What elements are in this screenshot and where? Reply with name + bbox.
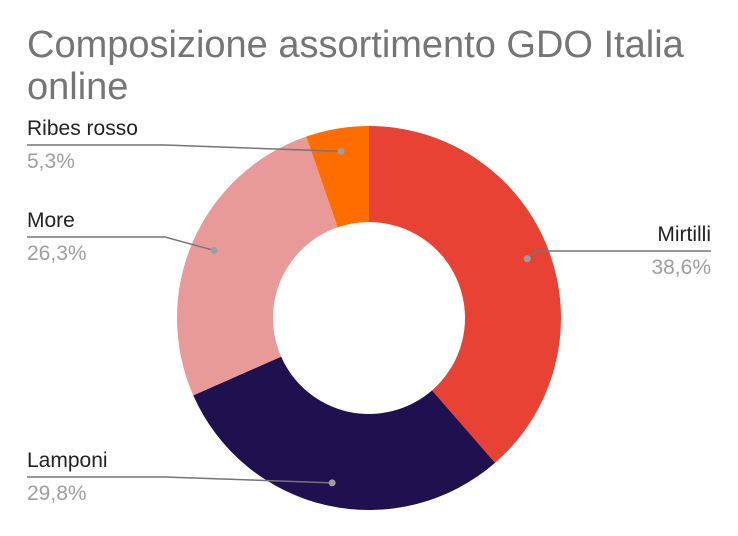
leader-lines-group [27, 144, 711, 487]
slice-label-lamponi: Lamponi [27, 449, 108, 472]
leader-dot-lamponi [328, 479, 336, 487]
slice-label-mirtilli: Mirtilli [657, 223, 711, 246]
leader-dot-more [210, 246, 218, 254]
slice-value-ribes-rosso: 5,3% [27, 150, 75, 173]
slice-label-more: More [27, 209, 75, 232]
leader-line-ribes-rosso [27, 144, 342, 153]
slices-group [177, 126, 561, 510]
leader-line-more [27, 236, 215, 252]
leader-dot-ribes-rosso [337, 147, 345, 155]
slice-value-more: 26,3% [27, 242, 87, 265]
slice-value-mirtilli: 38,6% [651, 256, 711, 279]
slice-mirtilli [369, 126, 561, 463]
slice-more [177, 136, 338, 396]
slice-label-ribes-rosso: Ribes rosso [27, 117, 138, 140]
slice-value-lamponi: 29,8% [27, 482, 87, 505]
chart-title: Composizione assortimento GDO Italia onl… [27, 24, 684, 108]
slice-lamponi [193, 356, 496, 510]
labels-group: Mirtilli 38,6% Lamponi 29,8% More 26,3% Ribes … [27, 117, 711, 505]
leader-line-mirtilli [526, 250, 711, 260]
leader-dot-mirtilli [523, 255, 531, 263]
leader-line-lamponi [27, 476, 333, 484]
